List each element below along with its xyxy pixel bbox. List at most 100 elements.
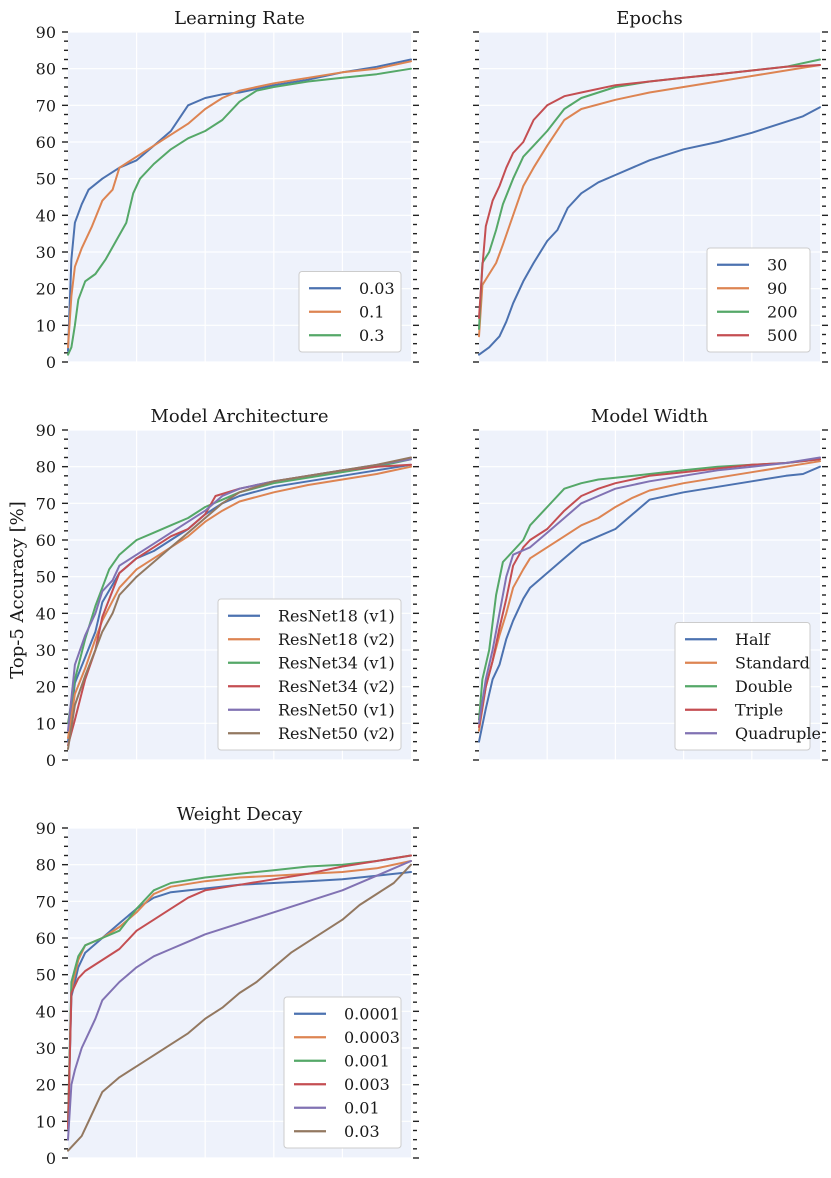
series-line-30 — [478, 106, 821, 356]
y-tick-label: 70 — [36, 892, 56, 911]
legend-box — [217, 598, 402, 751]
chart-title: Epochs — [616, 8, 682, 29]
legend-label: 0.1 — [359, 302, 384, 321]
legend-box — [283, 996, 402, 1149]
series-group — [67, 854, 412, 1152]
series-group — [478, 456, 821, 743]
y-tick-label: 40 — [36, 206, 56, 225]
y-tick-label: 80 — [36, 856, 56, 875]
legend-label: 90 — [767, 279, 787, 298]
legend-label: ResNet18 (v1) — [278, 606, 395, 625]
series-line-triple — [478, 458, 821, 728]
y-axis-label: Top-5 Accuracy [%] — [7, 501, 28, 678]
legend-label: 30 — [767, 255, 787, 274]
legend-label: 0.03 — [344, 1122, 380, 1141]
series-line-0-03 — [67, 863, 412, 1152]
y-tick-label: 90 — [36, 421, 56, 440]
axis-ticks — [62, 827, 419, 1159]
grid — [68, 429, 411, 761]
y-tick-label: 70 — [36, 494, 56, 513]
series-line-0-001 — [67, 854, 412, 1123]
y-tick-label: 40 — [36, 604, 56, 623]
legend-label: 500 — [767, 326, 798, 345]
panel-model-width: Model Width Half Standard Double Triple Quadr… — [473, 406, 828, 761]
y-tick-label: 50 — [36, 170, 56, 189]
axis-ticks — [62, 31, 419, 363]
series-line-0-01 — [67, 860, 412, 1141]
axis-ticks — [473, 429, 828, 761]
panel-model-architecture: 0 10 20 30 40 50 60 70 80 90 Model Architecture Res… — [36, 406, 419, 770]
legend-label: Double — [735, 677, 793, 696]
legend-label: 0.03 — [359, 279, 395, 298]
series-group — [67, 58, 412, 356]
y-tick-label: 20 — [36, 1076, 56, 1095]
legend-label: Standard — [735, 653, 810, 672]
y-tick-label: 30 — [36, 641, 56, 660]
y-tick-label: 80 — [36, 458, 56, 477]
series-line-resnet50-v2 — [67, 456, 412, 750]
legend-label: 0.01 — [344, 1098, 380, 1117]
chart-title: Learning Rate — [174, 8, 305, 29]
series-line-resnet18-v1 — [67, 463, 412, 743]
y-tick-label: 30 — [36, 1039, 56, 1058]
series-line-0-03 — [67, 58, 412, 352]
series-line-half — [478, 465, 821, 743]
legend-label: 0.001 — [344, 1051, 390, 1070]
legend-label: 0.003 — [344, 1075, 390, 1094]
y-tick-label: 20 — [36, 280, 56, 299]
legend-box — [706, 247, 811, 353]
grid — [68, 31, 411, 363]
y-tick-label: 60 — [36, 929, 56, 948]
y-tick-label: 60 — [36, 133, 56, 152]
series-line-0-003 — [67, 854, 412, 1130]
y-tick-label: 70 — [36, 96, 56, 115]
panel-epochs: Epochs 30 90 200 500 — [473, 8, 828, 363]
legend-label: ResNet34 (v1) — [278, 653, 395, 672]
series-line-0-0001 — [67, 871, 412, 1130]
y-tick-label: 30 — [36, 243, 56, 262]
legend: 0.03 0.1 0.3 — [298, 271, 402, 353]
chart-title: Model Architecture — [150, 406, 328, 427]
legend-label: 0.0001 — [344, 1004, 400, 1023]
y-tick-label: 50 — [36, 966, 56, 985]
legend-label: ResNet34 (v2) — [278, 677, 395, 696]
series-line-0-3 — [67, 67, 412, 356]
legend-label: Quadruple — [735, 724, 821, 743]
y-tick-label: 0 — [46, 353, 56, 372]
series-line-90 — [478, 64, 821, 338]
y-tick-label: 20 — [36, 678, 56, 697]
legend-box — [674, 622, 811, 751]
y-tick-label: 80 — [36, 60, 56, 79]
legend-box — [298, 271, 402, 353]
series-group — [67, 456, 412, 750]
series-line-0-1 — [67, 60, 412, 349]
legend-label: 0.3 — [359, 326, 384, 345]
y-tick-label: 0 — [46, 751, 56, 770]
legend: Half Standard Double Triple Quadruple — [674, 622, 821, 751]
y-tick-label: 10 — [36, 1112, 56, 1131]
legend-label: 0.0003 — [344, 1028, 400, 1047]
y-tick-label: 0 — [46, 1149, 56, 1168]
axis-ticks — [473, 31, 828, 363]
axis-ticks — [62, 429, 419, 761]
series-line-standard — [478, 460, 821, 732]
legend-label: ResNet50 (v2) — [278, 724, 395, 743]
legend-label: ResNet50 (v1) — [278, 700, 395, 719]
legend: ResNet18 (v1) ResNet18 (v2) ResNet34 (v1) R… — [217, 598, 402, 751]
legend: 0.0001 0.0003 0.001 0.003 0.01 0.03 — [283, 996, 402, 1149]
legend-label: ResNet18 (v2) — [278, 630, 395, 649]
series-line-double — [478, 458, 821, 721]
chart-title: Model Width — [591, 406, 709, 427]
series-line-quadruple — [478, 456, 821, 725]
y-tick-label: 90 — [36, 819, 56, 838]
legend-label: Half — [735, 630, 771, 649]
series-group — [478, 58, 821, 356]
legend-label: 200 — [767, 302, 798, 321]
legend-label: Triple — [735, 700, 783, 719]
y-tick-label: 50 — [36, 568, 56, 587]
legend: 30 90 200 500 — [706, 247, 811, 353]
series-line-500 — [478, 64, 821, 319]
